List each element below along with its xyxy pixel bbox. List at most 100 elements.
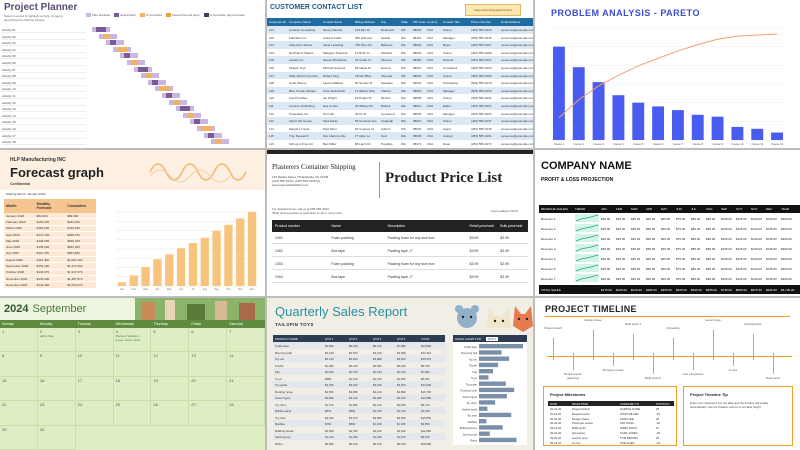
table-row[interactable]: Action figure $2,890 $3,120 $3,560 $4,010 $13…	[273, 394, 445, 401]
planner-row[interactable]: Activity 17	[2, 133, 86, 139]
view-appointment-button[interactable]: View upcoming appointment	[465, 4, 521, 16]
table-row[interactable]: August 2020 $116,400 $1,061,200	[4, 257, 96, 264]
planner-row[interactable]: Activity 18	[2, 139, 86, 146]
column-header[interactable]: Billing Address	[355, 20, 375, 24]
table-row[interactable]: 03-10-20 Build sprint MARK DAVIS 15	[548, 426, 674, 431]
planner-row[interactable]: Activity 04	[2, 47, 86, 53]
table-row[interactable]: Robot $3,890 $4,210 $4,670 $5,230 $18,000	[273, 439, 445, 447]
table-row[interactable]: Toy car $3,120 $3,450 $3,880 $4,620 $15,070	[273, 355, 445, 362]
table-row[interactable]: January 2020 $82,000 $82,000	[4, 213, 96, 220]
calendar-day[interactable]: 4 Planned Vacation - Lorem ipsum dolor	[113, 328, 152, 353]
tile-calendar[interactable]: 2024 September Sunday Monday Tuesday Wednesd…	[0, 298, 265, 450]
tile-pnl[interactable]: COMPANY NAME PROFIT & LOSS PROJECTION RE…	[535, 150, 800, 296]
table-row[interactable]: Revenue 6 $25.00 $35.00 $45.00 $55.00 $65.00 $…	[539, 264, 800, 273]
table-row[interactable]: 108 Coho Winery Laura Callahan 90 Spruce St…	[267, 79, 533, 88]
table-row[interactable]: 105 Litware Inc Steven Buchanan 34 Cedar Ct…	[267, 56, 533, 65]
table-row[interactable]: Teddy bear $4,560 $5,230 $6,120 $7,980 $23,89…	[273, 342, 445, 349]
table-row[interactable]: Revenue 2 $25.00 $35.00 $45.00 $55.00 $65.00 $…	[539, 224, 800, 233]
sales-chart-qtr-select[interactable]: QTR 1	[485, 337, 499, 341]
column-header[interactable]: Country	[427, 20, 438, 24]
calendar-day[interactable]: 16	[37, 376, 76, 402]
column-header[interactable]: State	[401, 20, 409, 24]
calendar-day[interactable]: 28	[227, 401, 265, 426]
calendar-day[interactable]: 30	[37, 425, 76, 450]
table-row[interactable]: 107 Wide World Importers Robert King 78 Ash…	[267, 71, 533, 80]
planner-row[interactable]: Activity 11	[2, 93, 86, 99]
table-row[interactable]: 04-20-20 Launch prep TOM BROWN 20	[548, 436, 674, 441]
table-row[interactable]: November 2020 $140,200 $1,487,870	[4, 275, 96, 283]
calendar-day[interactable]: 7	[227, 328, 265, 353]
calendar-day[interactable]: 26	[151, 401, 190, 426]
table-row[interactable]: 101 Contoso Consulting Nancy Davolio 123 El…	[267, 26, 533, 34]
table-row[interactable]: July 2020 $112,435 $944,800	[4, 250, 96, 258]
table-row[interactable]: Revenue 4 $25.00 $35.00 $45.00 $55.00 $65.00 $…	[539, 244, 800, 253]
planner-row[interactable]: Activity 06	[2, 60, 86, 66]
calendar-day[interactable]: 18	[113, 376, 152, 402]
table-row[interactable]: 102 Fabrikam Inc Andrew Fuller 456 Oak Ave S…	[267, 33, 533, 42]
calendar-day[interactable]: 6	[189, 328, 228, 353]
table-row[interactable]: 103 Adventure Works Janet Leverling 789 Pin…	[267, 41, 533, 50]
table-row[interactable]: 1003 Foam padding Packing foam for any siz…	[272, 258, 528, 270]
table-row[interactable]: June 2020 $135,940 $832,365	[4, 244, 96, 251]
table-row[interactable]: 05-01-20 Go live ZOE CHEN -10	[548, 441, 674, 446]
table-row[interactable]: Toy drum $1,670 $1,890 $2,120 $2,450 $8,130	[273, 400, 445, 408]
table-row[interactable]: 111 Lucerne Publishing Eva Corets 33 Willow…	[267, 102, 533, 110]
table-row[interactable]: 104 Northwind Traders Margaret Peacock 12 B…	[267, 48, 533, 57]
planner-row[interactable]: Activity 03	[2, 40, 86, 47]
calendar-day[interactable]: 14	[227, 352, 265, 377]
table-row[interactable]: 116 School of Fine Art Ben Miller 88 Larch …	[267, 140, 533, 148]
table-row[interactable]: Spinning top $1,120 $1,290 $1,430 $1,670 $5,5…	[273, 433, 445, 440]
calendar-day[interactable]: 19	[151, 376, 190, 402]
calendar-day[interactable]: 13	[189, 352, 228, 377]
table-row[interactable]: 1002 Box tape Packing tape, 2" $3.99 $2.99	[272, 245, 528, 257]
table-row[interactable]: Toy train $3,340 $3,670 $3,980 $4,560 $15,550	[273, 413, 445, 421]
table-row[interactable]: March 2020 $183,620 $415,640	[4, 225, 96, 232]
table-row[interactable]: Revenue 3 $25.00 $35.00 $45.00 $55.00 $65.00 $…	[539, 234, 800, 243]
calendar-day[interactable]: 17	[75, 376, 114, 402]
calendar-day[interactable]: 9	[37, 352, 76, 377]
column-header[interactable]: Phone Number	[471, 20, 492, 24]
table-row[interactable]: Revenue 5 $25.00 $35.00 $45.00 $55.00 $65.00 $…	[539, 254, 800, 263]
calendar-day[interactable]: 10	[75, 352, 114, 377]
column-header[interactable]: Customer ID	[269, 20, 286, 24]
calendar-day[interactable]: 3	[75, 328, 114, 353]
calendar-day[interactable]: 25	[113, 401, 152, 426]
table-row[interactable]: Rocking horse $3,650 $3,980 $4,210 $4,890 $16…	[273, 387, 445, 395]
calendar-day[interactable]: 22	[0, 401, 38, 426]
tile-project-planner[interactable]: Project Planner Select a period to highl…	[0, 0, 265, 148]
table-row[interactable]: 110 Fourth Coffee Ian Wright 22 Poplar Pl Re…	[267, 94, 533, 103]
table-row[interactable]: 1001 Foam padding Packing foam for any siz…	[272, 232, 528, 244]
table-row[interactable]: Puzzle $1,980 $2,210 $2,560 $3,010 $9,760	[273, 361, 445, 369]
column-header[interactable]: Email Address	[501, 20, 521, 24]
calendar-day[interactable]: 23	[37, 401, 76, 426]
calendar-day[interactable]: 27	[189, 401, 228, 426]
table-row[interactable]: 01-01-20 Project kickoff SAMPLE NAME 25	[548, 407, 674, 412]
table-row[interactable]: Yo-yo $980 $1,120 $1,340 $1,560 $5,000	[273, 374, 445, 382]
planner-row[interactable]: Activity 15	[2, 119, 86, 126]
table-row[interactable]: 113 Alpine Ski House Sara Davis 55 Hemlock …	[267, 117, 533, 126]
table-row[interactable]: December 2020 $142,400 $1,630,270	[4, 282, 96, 289]
table-row[interactable]: 114 Margie's Travel Paul West 66 Cypress Ct…	[267, 124, 533, 133]
table-row[interactable]: February 2020 $150,020 $232,020	[4, 219, 96, 226]
table-row[interactable]: Revenue 7 $25.00 $35.00 $45.00 $55.00 $65.00 $…	[539, 274, 800, 283]
planner-row[interactable]: Activity 12	[2, 100, 86, 106]
calendar-day[interactable]: 2 Labor Day	[37, 328, 76, 353]
column-header[interactable]: City	[381, 20, 387, 24]
table-row[interactable]: Kite $1,450 $1,760 $2,130 $2,340 $7,680	[273, 368, 445, 375]
calendar-day[interactable]: 24	[75, 401, 114, 426]
tile-pareto[interactable]: PROBLEM ANALYSIS - PARETO Cause 1 Cause 2…	[535, 0, 800, 148]
table-row[interactable]: May 2020 $108,350 $696,425	[4, 238, 96, 245]
calendar-day[interactable]: 21	[227, 376, 265, 402]
column-header[interactable]: Contact Name	[323, 20, 343, 24]
table-row[interactable]: Building blocks $2,450 $2,780 $3,120 $3,540 $…	[273, 426, 445, 434]
tile-contact-list[interactable]: CUSTOMER CONTACT LIST View upcoming appo…	[267, 0, 533, 148]
calendar-day[interactable]: 8	[0, 352, 38, 377]
table-row[interactable]: Marbles $760 $890 $1,020 $1,180 $3,850	[273, 420, 445, 427]
tile-forecast[interactable]: HLP Manufacturing INC Forecast graph Con…	[0, 150, 265, 296]
calendar-day[interactable]: 1	[0, 328, 38, 353]
tile-quarterly-sales[interactable]: Quarterly Sales Report TAILSPIN TOYS PRO…	[267, 298, 533, 450]
table-row[interactable]: 1004 Box tape Packing tape, 2" $3.99 $2.99	[272, 271, 528, 283]
table-row[interactable]: 02-01-20 Design phase ANNA LEE 30	[548, 417, 674, 422]
table-row[interactable]: 106 Tailspin Toys Michael Suyama 56 Maple D…	[267, 64, 533, 72]
planner-row[interactable]: Activity 05	[2, 53, 86, 60]
